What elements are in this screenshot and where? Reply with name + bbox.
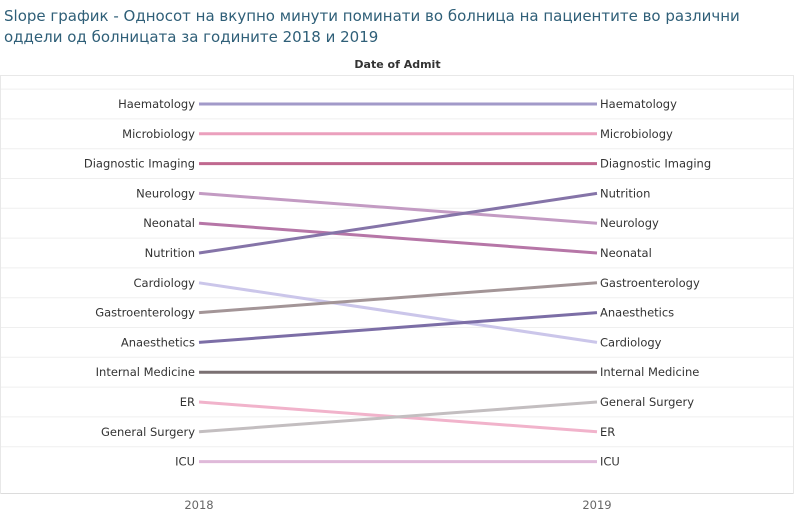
series-line — [198, 191, 598, 225]
end-label: Gastroenterology — [600, 276, 700, 290]
start-label: Haematology — [118, 97, 195, 111]
end-label: Neonatal — [600, 246, 652, 260]
start-label: Neurology — [136, 186, 195, 200]
start-label: Cardiology — [134, 276, 196, 290]
x-tick-label: 2019 — [582, 498, 611, 512]
start-label: Microbiology — [122, 127, 195, 141]
end-label: Internal Medicine — [600, 365, 699, 379]
end-label: Anaesthetics — [600, 306, 674, 320]
column-header: Date of Admit — [354, 58, 441, 71]
start-label: ICU — [175, 455, 195, 469]
end-label: Microbiology — [600, 127, 673, 141]
series-line — [198, 311, 598, 344]
end-label: ICU — [600, 455, 620, 469]
end-label: Haematology — [600, 97, 677, 111]
start-label: Anaesthetics — [121, 335, 195, 349]
chart-title: Slope график - Односот на вкупно минути … — [4, 7, 740, 46]
start-label: General Surgery — [101, 425, 195, 439]
start-label: ER — [180, 395, 195, 409]
start-label: Gastroenterology — [95, 306, 195, 320]
end-label: Diagnostic Imaging — [600, 157, 711, 171]
start-label: Diagnostic Imaging — [84, 157, 195, 171]
end-label: ER — [600, 425, 615, 439]
start-label: Internal Medicine — [96, 365, 195, 379]
start-label: Nutrition — [145, 246, 195, 260]
start-label: Neonatal — [143, 216, 195, 230]
end-label: Nutrition — [600, 186, 650, 200]
series-line — [198, 281, 598, 315]
series-line — [198, 400, 598, 434]
series-line — [198, 221, 598, 255]
end-label: Neurology — [600, 216, 659, 230]
end-label: Cardiology — [600, 335, 662, 349]
series-line — [198, 191, 598, 255]
series-line — [198, 281, 598, 344]
x-tick-label: 2018 — [184, 498, 213, 512]
end-label: General Surgery — [600, 395, 694, 409]
